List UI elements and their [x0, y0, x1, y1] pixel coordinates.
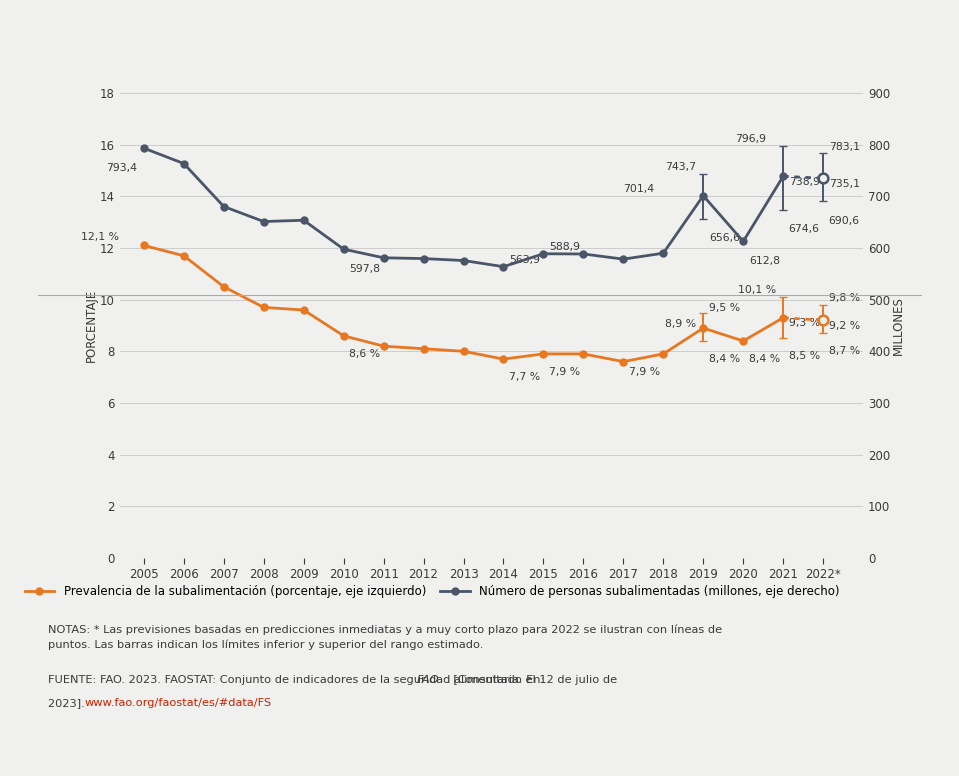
Text: 588,9: 588,9 [549, 242, 580, 252]
Text: 8,4 %: 8,4 % [749, 354, 780, 364]
Legend: Prevalencia de la subalimentación (porcentaje, eje izquierdo), Número de persona: Prevalencia de la subalimentación (porce… [25, 585, 839, 598]
Text: 8,9 %: 8,9 % [666, 319, 696, 329]
Text: NOTAS: * Las previsiones basadas en predicciones inmediatas y a muy corto plazo : NOTAS: * Las previsiones basadas en pred… [48, 625, 722, 650]
Text: 8,4 %: 8,4 % [709, 354, 740, 364]
Text: 563,9: 563,9 [509, 255, 540, 265]
Text: 701,4: 701,4 [623, 184, 655, 194]
Y-axis label: PORCENTAJE: PORCENTAJE [85, 289, 98, 362]
Text: 7,9 %: 7,9 % [629, 367, 660, 377]
Text: 735,1: 735,1 [829, 178, 859, 189]
Text: 2023].: 2023]. [48, 698, 88, 708]
Text: 656,6: 656,6 [709, 234, 739, 243]
Text: 743,7: 743,7 [666, 162, 696, 172]
Text: 9,3 %: 9,3 % [788, 318, 820, 328]
Text: 8,7 %: 8,7 % [829, 346, 860, 356]
Text: 8,6 %: 8,6 % [349, 349, 381, 359]
Text: 793,4: 793,4 [105, 163, 137, 172]
Text: FUENTE: FAO. 2023. FAOSTAT: Conjunto de indicadores de la seguridad alimentaria.: FUENTE: FAO. 2023. FAOSTAT: Conjunto de … [48, 675, 548, 685]
Text: 690,6: 690,6 [829, 216, 860, 226]
Text: 7,7 %: 7,7 % [509, 372, 540, 382]
Text: 783,1: 783,1 [829, 141, 859, 151]
Text: 597,8: 597,8 [349, 264, 380, 274]
Text: 612,8: 612,8 [749, 256, 780, 266]
Text: 9,5 %: 9,5 % [709, 303, 740, 314]
Text: 7,9 %: 7,9 % [549, 367, 580, 377]
Text: . [Consultado el 12 de julio de: . [Consultado el 12 de julio de [446, 675, 617, 685]
Text: 12,1 %: 12,1 % [81, 232, 119, 242]
Text: 674,6: 674,6 [788, 224, 820, 234]
Text: www.fao.org/faostat/es/#data/FS: www.fao.org/faostat/es/#data/FS [84, 698, 271, 708]
Text: 9,8 %: 9,8 % [829, 293, 860, 303]
Text: 10,1 %: 10,1 % [738, 285, 776, 295]
Text: 796,9: 796,9 [736, 134, 766, 144]
Text: FAO: FAO [417, 675, 440, 685]
Text: 9,2 %: 9,2 % [829, 321, 860, 331]
Y-axis label: MILLONES: MILLONES [892, 296, 905, 355]
Text: 8,5 %: 8,5 % [788, 352, 820, 362]
Text: 738,9: 738,9 [788, 177, 820, 187]
